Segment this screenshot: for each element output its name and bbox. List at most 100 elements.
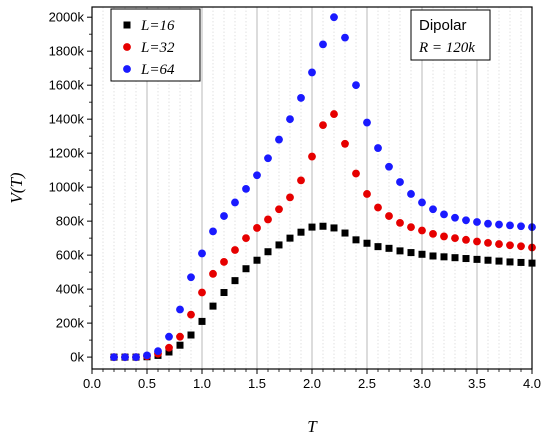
series-layer [110,13,536,362]
y-tick-label: 1800k [49,44,85,59]
data-point-l-32 [462,235,470,244]
data-point-l-32 [517,242,525,251]
data-point-l-32 [484,238,492,247]
x-tick-label: 1.0 [193,376,211,391]
data-point-l-64 [473,218,481,226]
data-point-l-32 [330,110,338,118]
data-point-l-16 [517,258,525,266]
data-point-l-64 [297,94,305,102]
annotation-subtitle: R = 120k [418,40,475,56]
data-point-l-32 [176,332,184,341]
data-point-l-16 [462,255,470,263]
y-tick-label: 0k [70,350,84,365]
x-tick-label: 1.5 [248,376,266,391]
data-point-l-32 [264,215,272,224]
data-point-l-32 [297,176,305,185]
data-point-l-64 [198,249,206,258]
data-point-l-16 [506,258,514,266]
data-point-l-32 [429,229,437,238]
x-tick-label: 3.5 [468,376,486,391]
data-point-l-16 [308,223,316,231]
data-point-l-64 [308,68,316,77]
y-tick-label: 2000k [49,10,85,25]
y-tick-label: 400k [56,282,85,297]
annotation-box: Dipolar R = 120k [410,9,491,61]
y-tick-label: 800k [56,214,85,229]
data-point-l-16 [231,277,239,285]
data-point-l-32 [231,246,239,254]
data-point-l-16 [187,331,195,339]
data-point-l-64 [154,347,162,356]
data-point-l-64 [231,198,239,207]
data-point-l-32 [440,232,448,241]
data-point-l-64 [462,216,470,225]
legend-label-l-64: L=64 [140,62,175,78]
data-point-l-16 [440,253,448,261]
data-point-l-64 [363,118,371,127]
data-point-l-32 [451,234,459,243]
data-point-l-16 [484,256,492,264]
data-point-l-16 [165,348,173,356]
data-point-l-64 [517,222,525,231]
legend-marker-l-32 [123,43,131,51]
data-point-l-16 [264,248,272,256]
data-point-l-16 [209,302,217,310]
data-point-l-64 [143,351,151,360]
data-point-l-32 [209,269,217,278]
data-point-l-64 [209,227,217,236]
data-point-l-32 [341,139,349,148]
data-point-l-16 [242,265,250,273]
data-point-l-16 [297,228,305,236]
data-point-l-64 [495,220,503,229]
y-tick-label: 1600k [49,78,85,93]
data-point-l-16 [352,236,360,244]
data-point-l-16 [176,341,184,349]
data-point-l-16 [396,247,404,255]
data-point-l-64 [330,13,338,22]
data-point-l-32 [198,288,206,297]
data-point-l-16 [374,243,382,251]
x-axis-title: T [307,417,318,436]
data-point-l-64 [440,210,448,219]
data-point-l-16 [418,250,426,258]
data-point-l-64 [110,353,118,362]
data-point-l-64 [220,212,228,220]
x-tick-label: 0.5 [138,376,156,391]
data-point-l-64 [385,162,393,171]
legend-marker-l-64 [123,65,131,73]
y-tick-label: 600k [56,248,85,263]
data-point-l-32 [385,212,393,220]
data-point-l-32 [286,193,294,202]
data-point-l-16 [407,249,415,257]
data-point-l-64 [341,33,349,42]
data-point-l-32 [253,224,261,232]
data-point-l-32 [495,240,503,248]
x-tick-label: 4.0 [523,376,541,391]
data-point-l-64 [286,115,294,124]
data-point-l-32 [275,205,283,214]
data-point-l-32 [396,218,404,227]
data-point-l-16 [286,234,294,242]
data-point-l-64 [121,353,129,362]
data-point-l-64 [253,171,261,180]
x-tick-label: 3.0 [413,376,431,391]
annotation-title: Dipolar [419,17,467,34]
data-point-l-64 [418,198,426,207]
data-point-l-32 [374,203,382,212]
data-point-l-32 [308,152,316,161]
data-point-l-32 [187,310,195,319]
y-axis-title: V(T) [7,172,26,204]
data-point-l-16 [275,241,283,249]
x-tick-label: 0.0 [83,376,101,391]
data-point-l-64 [242,184,250,193]
data-point-l-64 [429,205,437,214]
data-point-l-32 [407,223,415,231]
annotation-frame [410,9,491,61]
data-point-l-32 [319,121,327,130]
legend-label-l-32: L=32 [140,40,175,56]
data-point-l-32 [165,343,173,352]
tick-layer: 0.0 0.5 1.0 1.5 2.0 2.5 3.0 3.5 4.0 0k 200k 400k 600… [49,10,541,391]
data-point-l-32 [473,237,481,246]
